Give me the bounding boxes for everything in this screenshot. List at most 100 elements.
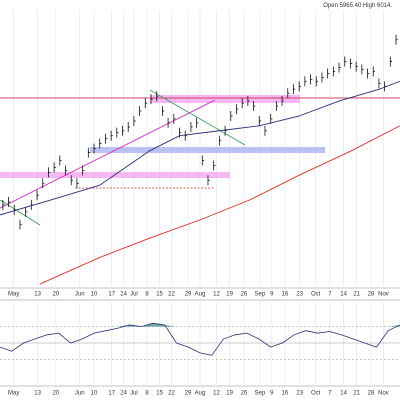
- x-tick-label: 7: [328, 292, 332, 298]
- price-bar: [327, 68, 330, 79]
- x-tick-label: 15: [156, 292, 163, 298]
- moving-average: [0, 80, 400, 216]
- price-bar: [332, 66, 336, 77]
- x-tick-label: 10: [91, 391, 98, 397]
- price-bar: [150, 94, 153, 105]
- x-tick-label: 21: [353, 391, 360, 397]
- x-tick-label: 12: [213, 292, 220, 298]
- x-tick-label: 12: [213, 391, 220, 397]
- zone: [90, 147, 325, 153]
- x-tick-label: 16: [282, 292, 289, 298]
- x-tick-label: Aug: [195, 292, 206, 298]
- price-bar: [293, 84, 296, 95]
- price-bar: [144, 98, 148, 109]
- x-tick-label: 9: [270, 391, 274, 397]
- price-bar: [19, 219, 22, 230]
- x-tick-label: Aug: [195, 391, 206, 397]
- x-tick-label: 9: [270, 292, 274, 298]
- x-tick-label: Jul: [130, 391, 138, 397]
- price-bar: [304, 76, 307, 87]
- price-bar: [8, 197, 11, 208]
- price-bar: [156, 91, 159, 102]
- price-bar: [167, 117, 170, 128]
- price-bar: [99, 138, 102, 149]
- x-tick-label: 28: [368, 391, 375, 397]
- x-tick-label: 8: [145, 391, 149, 397]
- price-bar: [161, 106, 165, 117]
- price-bar: [298, 81, 301, 92]
- price-bar: [122, 125, 125, 136]
- price-bar: [224, 125, 227, 136]
- x-tick-label: 29: [185, 292, 192, 298]
- price-bar: [105, 133, 108, 144]
- price-bar: [53, 162, 56, 173]
- x-tick-label: 26: [241, 391, 248, 397]
- price-bar: [65, 165, 68, 176]
- zone: [150, 95, 300, 103]
- price-bar: [344, 56, 347, 67]
- x-tick-label: 17: [108, 391, 115, 397]
- price-bar: [42, 178, 45, 189]
- x-tick-label: May: [8, 292, 19, 298]
- price-bar: [230, 110, 233, 121]
- price-bar: [82, 165, 85, 176]
- price-bar: [110, 130, 113, 141]
- price-bar: [190, 121, 193, 132]
- x-tick-label: 8: [145, 292, 149, 298]
- x-tick-label: 7: [328, 391, 332, 397]
- x-tick-label: 24: [120, 391, 127, 397]
- x-tick-label: 13: [34, 391, 41, 397]
- price-bar: [264, 125, 267, 136]
- price-bar: [218, 135, 222, 146]
- price-bar: [93, 143, 96, 154]
- x-tick-label: 13: [34, 292, 41, 298]
- price-bar: [270, 113, 273, 124]
- price-bar: [395, 34, 398, 45]
- trend-line: [0, 199, 41, 226]
- price-bar: [207, 175, 210, 186]
- trend-line: [0, 99, 216, 209]
- x-tick-label: Oct: [311, 292, 321, 298]
- price-bar: [173, 113, 176, 124]
- x-tick-label: Nov: [378, 391, 389, 397]
- rsi-line: [0, 322, 400, 356]
- x-tick-label: 17: [108, 292, 115, 298]
- price-bar: [338, 62, 341, 73]
- price-bar: [133, 115, 136, 126]
- price-bar: [350, 58, 353, 69]
- x-tick-label: Sep: [254, 391, 265, 397]
- x-tick-label: 10: [91, 292, 98, 298]
- marks: [0, 34, 400, 360]
- x-tick-label: 16: [282, 391, 289, 397]
- price-bar: [184, 130, 187, 141]
- price-bar: [48, 167, 51, 178]
- price-bar: [236, 104, 239, 115]
- x-tick-label: 20: [52, 292, 59, 298]
- x-tick-label: 15: [156, 391, 163, 397]
- trend-line: [149, 89, 246, 146]
- price-bar: [367, 68, 370, 79]
- x-tick-label: 29: [185, 391, 192, 397]
- x-tick-label: 23: [296, 292, 303, 298]
- price-bar: [281, 96, 284, 107]
- x-tick-label: Oct: [311, 391, 321, 397]
- price-bar: [321, 72, 324, 83]
- x-tick-label: 28: [368, 292, 375, 298]
- x-tick-label: Sep: [254, 292, 265, 298]
- price-bar: [389, 56, 393, 67]
- price-bar: [36, 190, 39, 201]
- rsi-fill: [164, 324, 177, 327]
- price-bar: [253, 101, 256, 112]
- x-tick-label: 21: [353, 292, 360, 298]
- x-tick-label: 14: [340, 292, 347, 298]
- price-bar: [258, 115, 262, 126]
- price-bar: [247, 96, 250, 107]
- price-bar: [378, 78, 381, 89]
- x-tick-label: 24: [120, 292, 127, 298]
- price-bar: [87, 147, 91, 158]
- price-bar: [361, 64, 364, 75]
- price-bar: [116, 127, 119, 138]
- x-tick-label: 20: [52, 391, 59, 397]
- price-bar: [241, 98, 244, 109]
